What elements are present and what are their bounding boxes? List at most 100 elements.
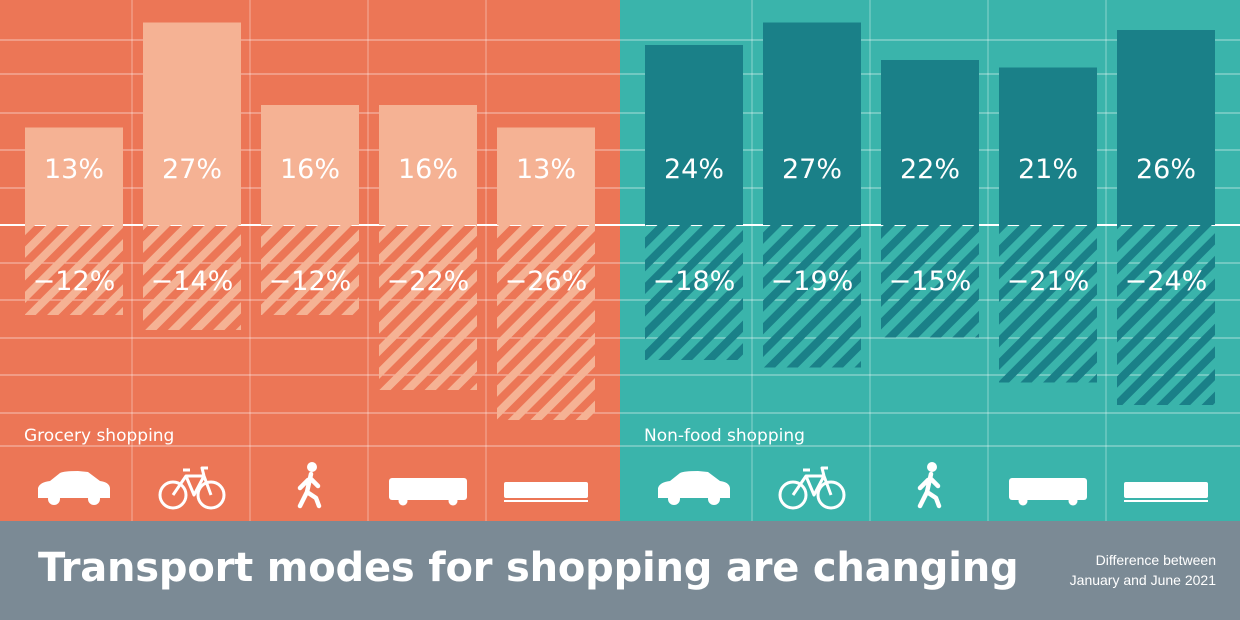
train-window: [1167, 485, 1171, 491]
panel-non-food: 24% −18% 27% −19% 22% −15% 21% −21% 26% −24% Non-f…: [620, 0, 1240, 521]
train-window: [567, 485, 571, 491]
car-icon: [38, 471, 110, 505]
bus-window: [1042, 482, 1048, 488]
bus-window: [404, 482, 410, 488]
bus-wheel: [398, 496, 408, 506]
train-body: [1124, 482, 1208, 498]
train-window: [1187, 485, 1191, 491]
bicycle-wheel: [158, 480, 188, 510]
data-label-negative: −19%: [771, 266, 854, 297]
train-window: [1127, 485, 1131, 491]
car-wheel: [708, 493, 720, 505]
train-window: [1147, 485, 1151, 491]
panel-label: Grocery shopping: [24, 426, 174, 446]
bar-walking-negative: [881, 225, 979, 338]
train-window: [540, 485, 544, 491]
bus-window: [1024, 482, 1030, 488]
data-label-positive: 24%: [664, 154, 724, 185]
bar-train-negative: [1117, 225, 1215, 405]
train-window: [527, 485, 531, 491]
train-window: [1180, 485, 1184, 491]
bus-window: [422, 482, 428, 488]
train-window: [533, 485, 538, 491]
bicycle-wheel: [196, 480, 226, 510]
bus-window: [413, 482, 419, 488]
bar-bicycle-positive: [143, 22, 241, 225]
bar-walking-positive: [881, 60, 979, 225]
footer: Transport modes for shopping are changin…: [0, 521, 1240, 620]
train-window: [1173, 485, 1178, 491]
train-window: [507, 485, 511, 491]
panel-grocery: 13% −12% 27% −14% 16% −12% 16% −22% 13% −26% Groce…: [0, 0, 620, 521]
data-label-positive: 16%: [280, 154, 340, 185]
bus-window: [449, 482, 455, 488]
bar-train-positive: [497, 127, 595, 225]
bicycle-wheel: [778, 480, 808, 510]
bus-body: [1009, 478, 1087, 500]
train-window: [513, 485, 518, 491]
bus-window: [395, 482, 401, 488]
bicycle-icon: [158, 466, 226, 510]
bicycle-frame: [171, 466, 213, 497]
bus-window: [1060, 482, 1066, 488]
train-window: [1200, 485, 1205, 491]
train-window: [1160, 485, 1164, 491]
bar-car-positive: [25, 127, 123, 225]
bus-window: [1078, 482, 1084, 488]
walker-head: [927, 462, 937, 472]
bar-bicycle-positive: [763, 22, 861, 225]
bus-window: [458, 482, 464, 488]
bar-train-positive: [1117, 30, 1215, 225]
data-label-negative: −14%: [151, 266, 234, 297]
footer-note: Difference between January and June 2021: [1070, 550, 1216, 590]
data-label-negative: −12%: [33, 266, 116, 297]
bar-bicycle-negative: [143, 225, 241, 330]
bus-wheel: [448, 496, 458, 506]
data-label-positive: 22%: [900, 154, 960, 185]
bus-window: [431, 482, 437, 488]
bus-wheel: [1068, 496, 1078, 506]
data-label-negative: −24%: [1125, 266, 1208, 297]
bar-car-positive: [645, 45, 743, 225]
bar-walking-negative: [261, 225, 359, 315]
bus-window: [1069, 482, 1075, 488]
chart-area: 13% −12% 27% −14% 16% −12% 16% −22% 13% −26% Groce…: [0, 0, 1240, 521]
train-window: [1140, 485, 1144, 491]
car-wheel: [48, 493, 60, 505]
walking-icon: [917, 462, 942, 509]
bus-wheel: [1018, 496, 1028, 506]
data-label-negative: −12%: [269, 266, 352, 297]
train-window: [553, 485, 558, 491]
footer-note-line-2: January and June 2021: [1069, 572, 1216, 588]
panel-label: Non-food shopping: [644, 426, 805, 446]
bar-bicycle-negative: [763, 225, 861, 368]
train-window: [560, 485, 564, 491]
bicycle-wheel: [816, 480, 846, 510]
bicycle-icon: [778, 466, 846, 510]
car-wheel: [668, 493, 680, 505]
bus-window: [440, 482, 446, 488]
data-label-negative: −18%: [653, 266, 736, 297]
bus-icon: [389, 478, 467, 506]
train-icon: [504, 482, 588, 502]
bus-icon: [1009, 478, 1087, 506]
car-body: [658, 471, 730, 498]
bar-bus-negative: [999, 225, 1097, 383]
train-body: [504, 482, 588, 498]
data-label-negative: −26%: [505, 266, 588, 297]
bus-body: [389, 478, 467, 500]
bar-car-negative: [25, 225, 123, 315]
train-window: [1153, 485, 1158, 491]
train-window: [580, 485, 585, 491]
bus-window: [1015, 482, 1021, 488]
walking-icon: [297, 462, 322, 509]
walker-head: [307, 462, 317, 472]
bus-window: [1051, 482, 1057, 488]
train-window: [520, 485, 524, 491]
train-window: [547, 485, 551, 491]
car-body: [38, 471, 110, 498]
data-label-positive: 16%: [398, 154, 458, 185]
walker-body: [297, 471, 322, 509]
data-label-positive: 13%: [516, 154, 576, 185]
bar-walking-positive: [261, 105, 359, 225]
